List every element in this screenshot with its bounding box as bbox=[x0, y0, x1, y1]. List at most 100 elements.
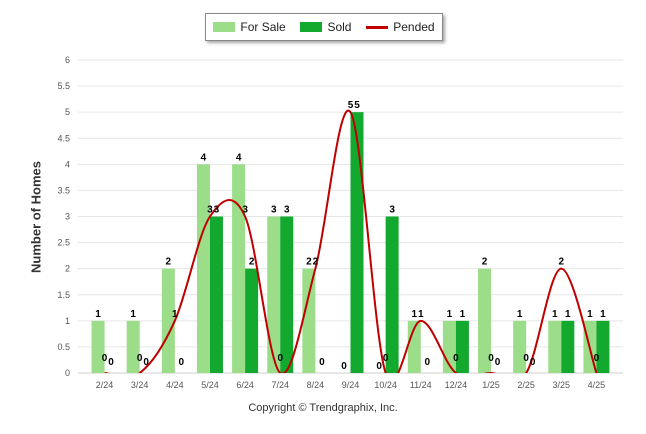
data-label-pended-13: 2 bbox=[559, 257, 565, 268]
data-label-sold-1: 0 bbox=[143, 357, 149, 368]
x-tick-label-8: 10/24 bbox=[374, 380, 397, 390]
data-label-sold-8: 3 bbox=[389, 205, 395, 216]
bar-for-sale-6 bbox=[302, 268, 316, 373]
data-label-for-sale-5: 3 bbox=[271, 205, 277, 216]
x-tick-label-10: 12/24 bbox=[445, 380, 468, 390]
data-label-for-sale-13: 1 bbox=[552, 309, 558, 320]
legend-swatch-sold bbox=[300, 22, 323, 32]
data-label-pended-1: 0 bbox=[137, 353, 143, 364]
data-label-sold-2: 0 bbox=[179, 357, 185, 368]
legend-label-pended: Pended bbox=[393, 20, 435, 34]
data-label-for-sale-14: 1 bbox=[587, 309, 593, 320]
y-tick-label-2: 1 bbox=[65, 316, 70, 326]
y-tick-label-11: 5.5 bbox=[57, 81, 70, 91]
bar-for-sale-12 bbox=[513, 320, 527, 373]
data-label-pended-7: 5 bbox=[348, 100, 354, 111]
data-label-pended-14: 0 bbox=[594, 353, 600, 364]
data-label-sold-7: 5 bbox=[354, 100, 360, 111]
data-label-pended-3: 3 bbox=[207, 205, 213, 216]
x-tick-label-9: 11/24 bbox=[410, 380, 432, 390]
x-tick-label-7: 9/24 bbox=[342, 380, 360, 390]
x-tick-label-13: 3/25 bbox=[553, 380, 571, 390]
data-label-pended-5: 0 bbox=[277, 353, 283, 364]
data-label-sold-0: 0 bbox=[108, 357, 114, 368]
data-label-for-sale-3: 4 bbox=[201, 152, 207, 163]
data-label-pended-4: 3 bbox=[242, 205, 248, 216]
legend: For Sale Sold Pended bbox=[205, 13, 443, 41]
data-label-for-sale-6: 2 bbox=[306, 257, 312, 268]
legend-label-sold: Sold bbox=[327, 20, 352, 34]
data-label-pended-2: 1 bbox=[172, 309, 178, 320]
bar-sold-7 bbox=[350, 112, 364, 374]
bar-sold-13 bbox=[561, 320, 575, 373]
data-label-sold-9: 0 bbox=[424, 357, 430, 368]
data-label-for-sale-1: 1 bbox=[130, 309, 136, 320]
bar-for-sale-3 bbox=[196, 164, 210, 373]
data-label-sold-3: 3 bbox=[214, 205, 220, 216]
y-tick-label-4: 2 bbox=[65, 264, 70, 274]
legend-item-sold[interactable]: Sold bbox=[300, 20, 351, 34]
bar-for-sale-13 bbox=[548, 320, 562, 373]
data-label-pended-12: 0 bbox=[523, 353, 529, 364]
y-tick-label-7: 3.5 bbox=[57, 185, 70, 195]
y-tick-label-6: 3 bbox=[65, 212, 70, 222]
data-label-sold-5: 3 bbox=[284, 205, 290, 216]
data-label-pended-0: 0 bbox=[102, 353, 108, 364]
bar-sold-8 bbox=[385, 216, 399, 373]
x-tick-label-2: 4/24 bbox=[166, 380, 184, 390]
bar-for-sale-1 bbox=[126, 320, 140, 373]
data-label-sold-4: 2 bbox=[249, 257, 255, 268]
y-tick-label-10: 5 bbox=[65, 107, 70, 117]
data-label-pended-6: 2 bbox=[313, 257, 319, 268]
y-tick-label-5: 2.5 bbox=[57, 238, 70, 248]
x-tick-label-6: 8/24 bbox=[307, 380, 325, 390]
data-label-sold-6: 0 bbox=[319, 357, 325, 368]
bar-sold-3 bbox=[209, 216, 223, 373]
data-label-for-sale-9: 1 bbox=[411, 309, 417, 320]
bar-for-sale-0 bbox=[91, 320, 105, 373]
data-label-for-sale-11: 2 bbox=[482, 257, 488, 268]
y-tick-label-8: 4 bbox=[65, 159, 70, 169]
data-label-for-sale-12: 1 bbox=[517, 309, 523, 320]
x-tick-label-14: 4/25 bbox=[588, 380, 606, 390]
data-label-sold-11: 0 bbox=[495, 357, 501, 368]
data-label-pended-11: 0 bbox=[488, 353, 494, 364]
bar-sold-5 bbox=[280, 216, 294, 373]
legend-item-pended[interactable]: Pended bbox=[366, 20, 435, 34]
data-label-for-sale-4: 4 bbox=[236, 152, 242, 163]
line-pended bbox=[104, 109, 598, 373]
x-tick-label-12: 2/25 bbox=[517, 380, 535, 390]
legend-swatch-for-sale bbox=[213, 22, 236, 32]
x-tick-label-4: 6/24 bbox=[236, 380, 254, 390]
legend-swatch-pended bbox=[366, 25, 389, 29]
y-tick-label-9: 4.5 bbox=[57, 133, 70, 143]
x-tick-label-3: 5/24 bbox=[201, 380, 219, 390]
x-tick-label-5: 7/24 bbox=[271, 380, 289, 390]
data-label-for-sale-10: 1 bbox=[447, 309, 453, 320]
bar-for-sale-11 bbox=[478, 268, 492, 373]
bar-sold-10 bbox=[455, 320, 469, 373]
data-label-sold-13: 1 bbox=[565, 309, 571, 320]
data-label-for-sale-0: 1 bbox=[95, 309, 101, 320]
data-label-for-sale-7: 0 bbox=[341, 361, 347, 372]
bar-sold-4 bbox=[245, 268, 259, 373]
data-label-pended-8: 0 bbox=[383, 353, 389, 364]
x-tick-label-0: 2/24 bbox=[96, 380, 114, 390]
data-label-sold-10: 1 bbox=[460, 309, 466, 320]
bar-sold-14 bbox=[596, 320, 610, 373]
x-tick-label-1: 3/24 bbox=[131, 380, 149, 390]
data-label-for-sale-8: 0 bbox=[376, 361, 382, 372]
x-tick-label-11: 1/25 bbox=[482, 380, 500, 390]
y-axis-label: Number of Homes bbox=[28, 161, 44, 273]
data-label-pended-9: 1 bbox=[418, 309, 424, 320]
data-label-sold-14: 1 bbox=[600, 309, 606, 320]
y-tick-label-12: 6 bbox=[65, 55, 70, 65]
data-label-for-sale-2: 2 bbox=[166, 257, 172, 268]
y-tick-label-3: 1.5 bbox=[57, 290, 70, 300]
bar-for-sale-2 bbox=[161, 268, 175, 373]
y-tick-label-0: 0 bbox=[65, 368, 70, 378]
data-label-pended-10: 0 bbox=[453, 353, 459, 364]
copyright: Copyright © Trendgraphix, Inc. bbox=[248, 402, 398, 414]
legend-item-for-sale[interactable]: For Sale bbox=[213, 20, 286, 34]
